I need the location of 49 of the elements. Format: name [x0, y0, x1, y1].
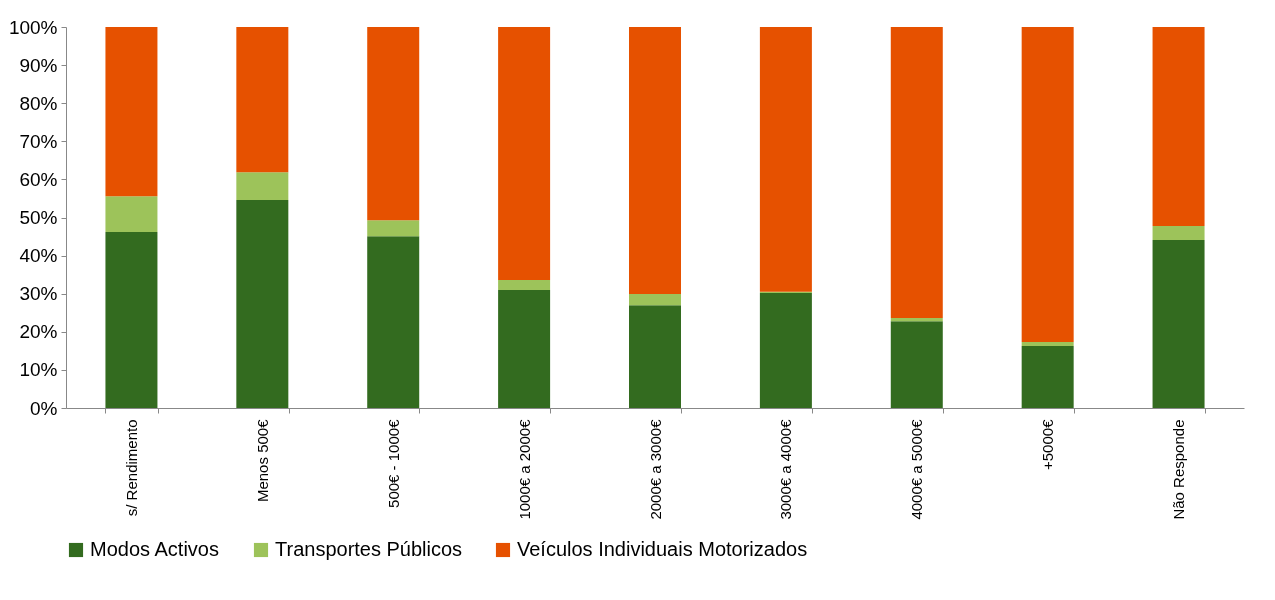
y-tick-label: 60% [19, 168, 58, 190]
x-tick-label: +5000€ [1039, 418, 1057, 470]
x-tick-label: 1000€ a 2000€ [515, 418, 533, 520]
x-tick-label: 4000€ a 5000€ [908, 418, 926, 520]
bar [759, 27, 812, 292]
y-tick-label: 30% [19, 283, 58, 305]
legend-label: Modos Activos [90, 538, 219, 560]
x-tick-label: Menos 500€ [253, 418, 271, 503]
bar [105, 231, 158, 408]
bar [1021, 342, 1074, 346]
bar [1021, 345, 1074, 408]
x-tick-label: Não Responde [1170, 419, 1188, 520]
bar [629, 305, 681, 408]
bar [498, 27, 551, 280]
y-tick-label: 20% [19, 321, 58, 343]
y-tick-label: 50% [19, 207, 58, 228]
bar [236, 172, 289, 200]
legend-label: Veículos Individuais Motorizados [517, 538, 808, 560]
bar [890, 321, 943, 408]
bar [105, 27, 158, 197]
legend-label: Transportes Públicos [275, 538, 463, 560]
bar [236, 27, 289, 173]
x-tick-label: 2000€ a 3000€ [646, 418, 664, 520]
x-tick-label: 500€ - 1000€ [384, 418, 402, 508]
bar [367, 236, 420, 408]
x-tick-label: s/ Rendimento [122, 419, 140, 517]
bar [498, 289, 551, 408]
bar [890, 318, 943, 322]
bar [105, 196, 158, 232]
bar [1152, 225, 1205, 240]
bar [759, 292, 812, 408]
y-tick-label: 10% [19, 359, 58, 381]
bar [498, 279, 551, 290]
x-tick-label: 3000€ a 4000€ [777, 418, 795, 520]
bar [1152, 239, 1205, 408]
y-tick-label: 100% [8, 16, 58, 38]
bar [1152, 27, 1205, 226]
bar [629, 294, 681, 306]
bar [1021, 27, 1074, 343]
bar [629, 27, 681, 295]
y-tick-label: 0% [30, 397, 58, 419]
bar [236, 199, 289, 408]
y-tick-label: 80% [19, 92, 58, 114]
bar [890, 27, 943, 319]
bar [367, 27, 420, 221]
bar [367, 220, 420, 237]
y-tick-label: 90% [19, 54, 58, 76]
y-tick-label: 40% [19, 245, 58, 267]
y-tick-label: 70% [19, 130, 58, 152]
